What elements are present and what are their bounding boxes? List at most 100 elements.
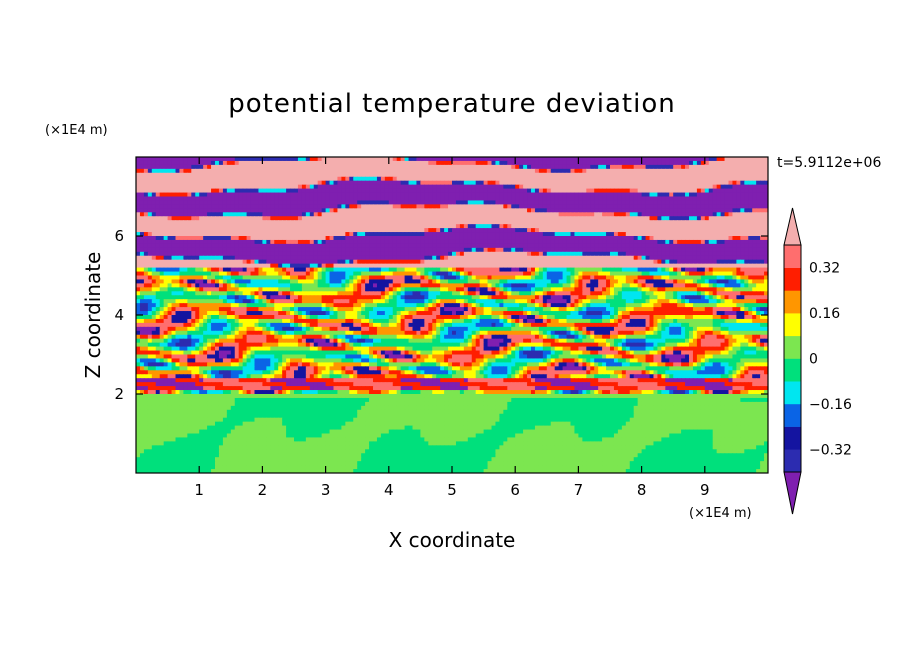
field-cell xyxy=(495,168,500,174)
field-cell xyxy=(531,196,536,202)
field-cell xyxy=(483,172,489,178)
field-cell xyxy=(396,247,402,253)
field-cell xyxy=(309,157,315,162)
field-cell xyxy=(586,243,591,249)
field-cell xyxy=(234,184,240,190)
field-cell xyxy=(677,267,682,273)
field-cell xyxy=(499,184,504,190)
field-cell xyxy=(546,228,552,233)
field-cell xyxy=(641,200,647,205)
field-cell xyxy=(416,172,421,178)
field-cell xyxy=(147,164,153,170)
field-cell xyxy=(495,259,500,265)
field-cell xyxy=(629,192,635,198)
field-cell xyxy=(736,251,741,257)
field-cell xyxy=(641,255,647,261)
field-cell xyxy=(594,271,599,277)
field-cell xyxy=(171,243,177,249)
field-cell xyxy=(523,184,528,190)
field-cell xyxy=(633,259,639,265)
field-cell xyxy=(357,160,362,166)
field-cell xyxy=(732,247,737,253)
field-cell xyxy=(282,232,287,237)
field-cell xyxy=(416,204,421,209)
field-cell xyxy=(610,247,615,253)
field-cell xyxy=(641,180,647,186)
field-cell xyxy=(586,172,591,178)
field-cell xyxy=(353,157,358,162)
field-cell xyxy=(487,160,493,166)
field-cell xyxy=(151,192,157,198)
field-cell xyxy=(594,216,599,221)
field-cell xyxy=(246,224,252,229)
field-cell xyxy=(471,239,477,245)
field-cell xyxy=(515,243,520,249)
field-cell xyxy=(621,251,627,257)
field-cell xyxy=(503,192,508,198)
field-cell xyxy=(728,232,734,237)
field-cell xyxy=(692,216,698,221)
field-cell xyxy=(246,212,252,217)
field-cell xyxy=(566,251,572,257)
field-cell xyxy=(440,204,445,209)
field-cell xyxy=(270,251,275,257)
field-cell xyxy=(278,180,283,186)
field-cell xyxy=(444,172,449,178)
field-cell xyxy=(756,164,761,170)
field-cell xyxy=(641,204,647,209)
field-cell xyxy=(673,184,678,190)
field-cell xyxy=(136,220,141,225)
field-cell xyxy=(692,224,698,229)
field-cell xyxy=(637,243,643,249)
field-cell xyxy=(617,224,623,229)
field-cell xyxy=(740,224,745,229)
field-cell xyxy=(606,157,611,162)
field-cell xyxy=(286,243,291,249)
field-cell xyxy=(337,236,342,241)
field-cell xyxy=(266,196,271,202)
field-cell xyxy=(724,208,730,213)
field-cell xyxy=(578,271,583,277)
field-cell xyxy=(689,247,694,253)
field-cell xyxy=(744,243,749,249)
field-cell xyxy=(373,271,378,277)
field-cell xyxy=(286,259,291,265)
field-cell xyxy=(515,239,520,245)
field-cell xyxy=(542,212,548,217)
field-cell xyxy=(171,236,177,241)
field-cell xyxy=(167,196,173,202)
field-cell xyxy=(641,196,647,202)
field-cell xyxy=(187,251,192,257)
field-cell xyxy=(416,228,421,233)
field-cell xyxy=(708,220,714,225)
field-cell xyxy=(357,259,362,265)
field-cell xyxy=(574,232,579,237)
field-cell xyxy=(234,212,240,217)
field-cell xyxy=(531,220,536,225)
field-cell xyxy=(598,236,603,241)
field-cell xyxy=(432,224,437,229)
field-cell xyxy=(503,204,508,209)
field-cell xyxy=(353,204,358,209)
field-cell xyxy=(274,259,279,265)
field-cell xyxy=(756,208,761,213)
field-cell xyxy=(511,220,516,225)
field-cell xyxy=(661,160,666,166)
field-cell xyxy=(376,212,382,217)
field-cell xyxy=(700,251,706,257)
field-cell xyxy=(305,212,311,217)
field-cell xyxy=(171,263,177,269)
field-cell xyxy=(290,247,295,253)
field-cell xyxy=(424,212,429,217)
field-cell xyxy=(503,164,508,170)
field-cell xyxy=(542,157,548,162)
field-cell xyxy=(294,251,299,257)
field-cell xyxy=(167,232,173,237)
field-cell xyxy=(301,267,307,273)
field-cell xyxy=(499,196,504,202)
field-cell xyxy=(199,255,204,261)
field-cell xyxy=(546,184,552,190)
field-cell xyxy=(665,228,670,233)
field-cell xyxy=(590,267,595,273)
